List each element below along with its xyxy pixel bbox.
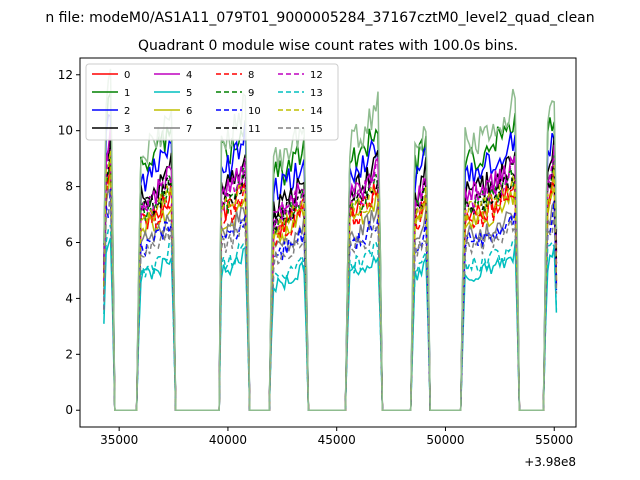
series-layer (103, 68, 558, 411)
y-tick-label: 10 (58, 124, 73, 138)
chart-title: Quadrant 0 module wise count rates with … (138, 38, 518, 54)
legend-label-5: 5 (186, 88, 192, 99)
legend-label-3: 3 (124, 124, 130, 135)
x-tick-label: 55000 (535, 433, 573, 447)
x-axis-ticks: 35000 40000 45000 50000 55000 (100, 427, 573, 447)
legend-label-12: 12 (310, 70, 323, 81)
legend-label-10: 10 (248, 106, 261, 117)
x-tick-label: 35000 (100, 433, 138, 447)
x-tick-label: 45000 (318, 433, 356, 447)
y-tick-label: 12 (58, 68, 73, 82)
legend-label-8: 8 (248, 70, 254, 81)
x-axis-offset-label: +3.98e8 (524, 455, 576, 469)
y-tick-label: 8 (65, 180, 73, 194)
y-axis-ticks: 0 2 4 6 8 10 12 (58, 68, 80, 417)
legend-label-15: 15 (310, 124, 323, 135)
legend-label-0: 0 (124, 70, 130, 81)
x-tick-label: 50000 (426, 433, 464, 447)
figure-suptitle: n file: modeM0/AS1A11_079T01_9000005284_… (45, 10, 594, 26)
y-tick-label: 0 (65, 403, 73, 417)
legend-label-9: 9 (248, 88, 254, 99)
y-tick-label: 4 (65, 291, 73, 305)
x-tick-label: 40000 (209, 433, 247, 447)
series-line-14 (103, 150, 558, 411)
legend-label-4: 4 (186, 70, 192, 81)
legend-label-11: 11 (248, 124, 261, 135)
legend-label-14: 14 (310, 106, 323, 117)
legend-frame (85, 63, 339, 141)
legend-label-7: 7 (186, 124, 192, 135)
legend-label-2: 2 (124, 106, 130, 117)
y-tick-label: 2 (65, 347, 73, 361)
y-tick-label: 6 (65, 236, 73, 250)
series-line-extra (103, 68, 558, 411)
legend-label-6: 6 (186, 106, 192, 117)
legend-label-13: 13 (310, 88, 323, 99)
legend-label-1: 1 (124, 88, 130, 99)
